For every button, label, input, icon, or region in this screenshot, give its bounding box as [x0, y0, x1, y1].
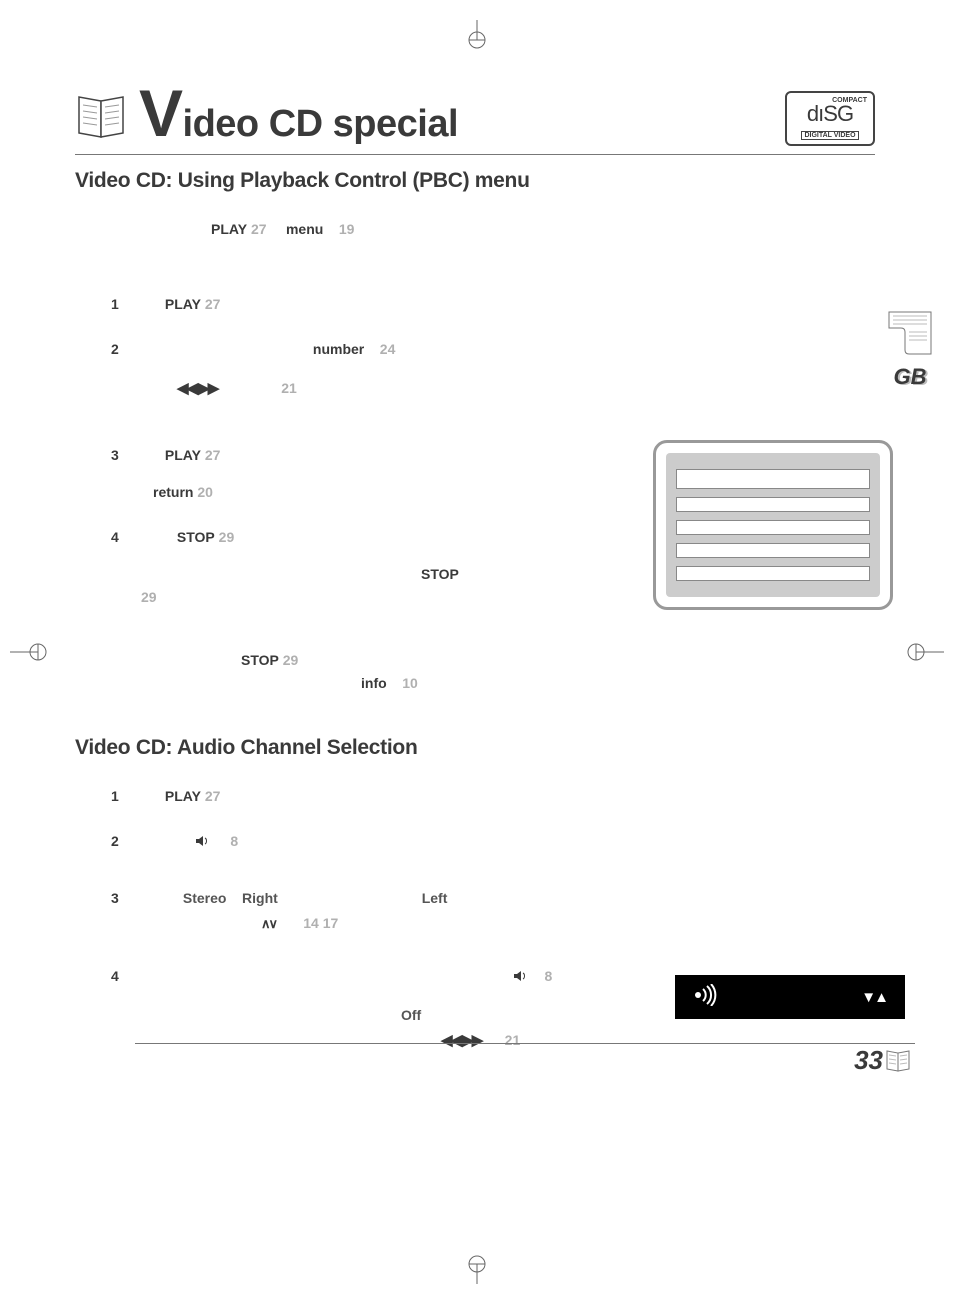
- section-heading-pbc: Video CD: Using Playback Control (PBC) m…: [75, 169, 875, 193]
- page-header: Video CD special COMPACT dıSG DIGITAL VI…: [75, 80, 875, 146]
- osd-bar: ▼▲: [675, 975, 905, 1019]
- up-down-arrows-icon: ∧∨: [261, 916, 276, 931]
- up-down-triangles-icon: ▼▲: [861, 989, 887, 1006]
- step2-4c: ◀◀ ▶▶ 21: [441, 1030, 875, 1053]
- language-tab-gb: GB: [887, 310, 933, 398]
- compact-disc-logo: COMPACT dıSG DIGITAL VIDEO: [785, 91, 875, 146]
- intro-line: PLAY 27 menu 19: [211, 219, 875, 240]
- page-number: 33: [854, 1045, 913, 1076]
- book-small-icon: [885, 1049, 913, 1073]
- step2-2: 2 8: [111, 831, 875, 852]
- speaker-icon: [195, 833, 215, 849]
- step-4d: STOP 29: [241, 650, 875, 671]
- sound-waves-icon: [693, 984, 723, 1011]
- gb-label: GB: [894, 364, 927, 390]
- tv-illustration: [653, 440, 893, 610]
- title-rest: ideo CD special: [183, 105, 458, 143]
- step2-1: 1 PLAY 27: [111, 786, 875, 807]
- step2-3b: ∧∨ 14 17: [261, 913, 875, 934]
- crop-mark-left: [10, 642, 50, 662]
- book-icon: [75, 93, 131, 146]
- menu-row: [676, 543, 870, 558]
- step2-3: 3 Stereo Right Left: [111, 888, 875, 909]
- crop-mark-right: [904, 642, 944, 662]
- skip-arrows-icon: ◀◀ ▶▶: [177, 380, 217, 397]
- crop-mark-bottom: [467, 1254, 487, 1284]
- step-2: 2 number 24: [111, 339, 875, 360]
- crop-mark-top: [467, 20, 487, 50]
- page-title: Video CD special: [139, 80, 458, 146]
- menu-row: [676, 566, 870, 581]
- step-2b: ◀◀ ▶▶ 21: [177, 378, 875, 401]
- footer-divider: [135, 1043, 915, 1044]
- section-heading-audio: Video CD: Audio Channel Selection: [75, 736, 875, 760]
- step-4e: info 10: [361, 673, 875, 694]
- logo-digital-video-text: DIGITAL VIDEO: [801, 131, 858, 140]
- logo-disc-text: dıSG: [793, 104, 867, 124]
- header-divider: [75, 154, 875, 155]
- title-capital: V: [139, 80, 183, 146]
- menu-row: [676, 497, 870, 512]
- menu-row: [676, 469, 870, 489]
- skip-arrows-icon: ◀◀ ▶▶: [441, 1032, 481, 1049]
- speaker-icon: [513, 968, 533, 984]
- menu-row: [676, 520, 870, 535]
- step-1: 1 PLAY 27: [111, 294, 875, 315]
